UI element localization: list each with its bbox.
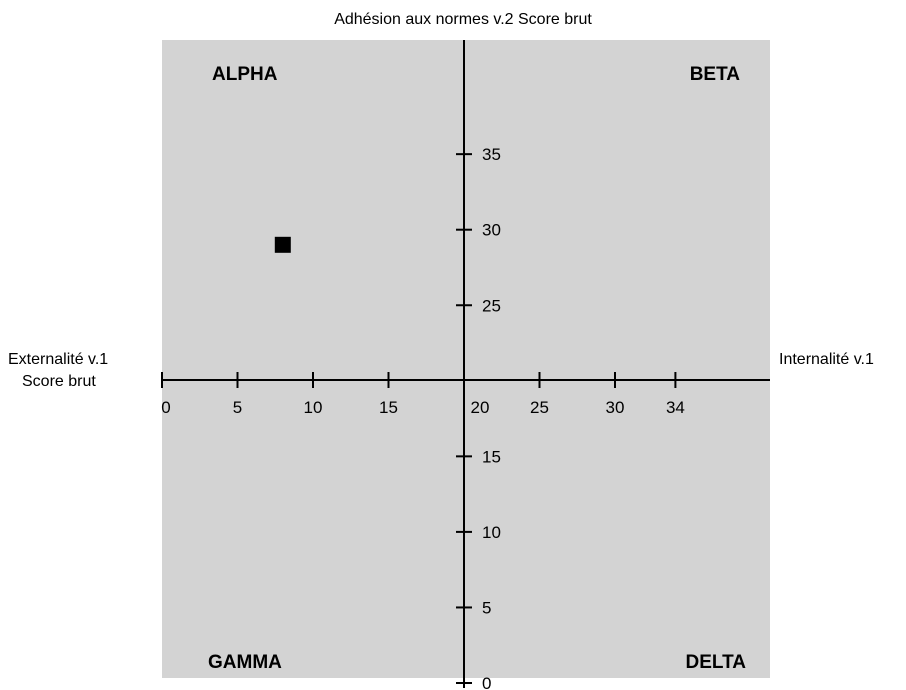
- y-axis-ticks: 0 5 10 15 25 30 35: [456, 145, 501, 690]
- data-points: [274, 236, 291, 253]
- x-axis-left-label-line2: Score brut: [22, 373, 96, 390]
- quadrant-label-delta: DELTA: [685, 652, 746, 673]
- y-tick-label: 25: [482, 296, 501, 315]
- x-tick-label: 34: [666, 398, 685, 417]
- quadrant-label-alpha: ALPHA: [212, 64, 278, 85]
- y-tick-label: 0: [482, 674, 491, 690]
- x-axis-left-label: Externalité v.1: [8, 351, 108, 368]
- x-tick-label: 30: [606, 398, 625, 417]
- y-tick-label: 35: [482, 145, 501, 164]
- y-tick-label: 15: [482, 447, 501, 466]
- plot-background: [162, 40, 770, 678]
- y-tick-label: 10: [482, 523, 501, 542]
- x-axis-right-label: Internalité v.1: [779, 351, 874, 368]
- quadrant-label-beta: BETA: [690, 64, 741, 85]
- quadrant-label-gamma: GAMMA: [208, 652, 282, 673]
- x-tick-label: 10: [304, 398, 323, 417]
- x-tick-label: 25: [530, 398, 549, 417]
- x-axis-ticks: 0 5 10 15 20 25 30 34: [161, 372, 685, 417]
- chart-title: Adhésion aux normes v.2 Score brut: [334, 11, 592, 28]
- x-tick-label: 5: [233, 398, 242, 417]
- x-tick-label: 0: [161, 398, 170, 417]
- y-tick-label: 30: [482, 221, 501, 240]
- x-tick-label: 20: [471, 398, 490, 417]
- x-tick-label: 15: [379, 398, 398, 417]
- data-point-marker: [274, 236, 291, 253]
- y-tick-label: 5: [482, 598, 491, 617]
